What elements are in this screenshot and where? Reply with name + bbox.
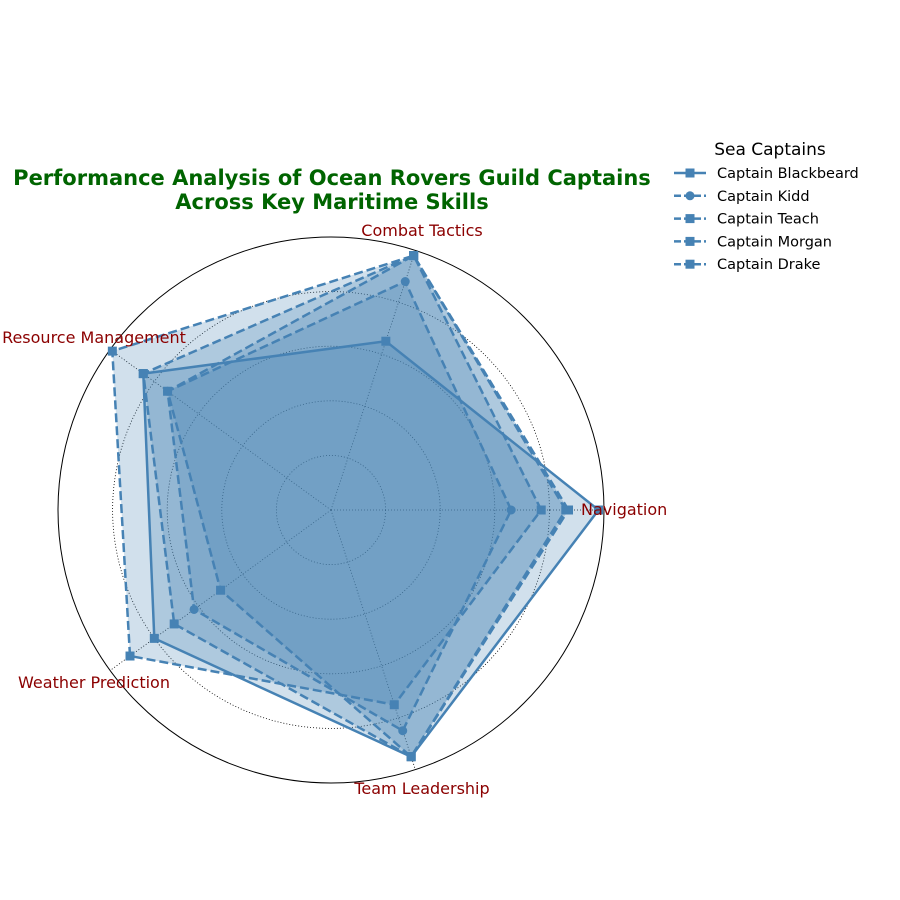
series-lines [111,254,600,758]
marker-captain-drake-resource-management [138,369,148,379]
grid-ring [166,345,496,675]
marker-captain-morgan-weather-prediction [216,585,226,595]
series-fill-captain-drake [143,255,566,757]
series-line-captain-drake [142,254,568,758]
marker-captain-blackbeard-weather-prediction [149,633,159,643]
axis-label-navigation: Navigation [581,500,667,519]
legend-label-captain-drake: Captain Drake [717,257,821,273]
chart-title-line-1: Performance Analysis of Ocean Rovers Gui… [13,166,651,190]
marker-captain-kidd-team-leadership [398,726,408,736]
grid-spoke [109,509,332,671]
axis-label-resource-management: Resource Management [2,328,186,347]
legend-marker-captain-blackbeard [685,168,695,178]
series-line-captain-kidd [166,280,513,732]
marker-captain-morgan-resource-management [163,386,173,396]
series-fill-captain-blackbeard [143,341,599,757]
axis-label-team-leadership: Team Leadership [353,779,489,798]
marker-captain-drake-combat-tactics [409,251,419,261]
axis-label-combat-tactics: Combat Tactics [361,221,482,240]
marker-captain-kidd-combat-tactics [400,277,410,287]
marker-captain-teach-team-leadership [389,700,399,710]
legend-title: Sea Captains [714,140,826,160]
legend: Sea Captains Captain Blackbeard Captain K… [674,140,859,273]
legend-label-captain-blackbeard: Captain Blackbeard [717,166,859,182]
series-line-captain-teach [111,254,543,706]
marker-captain-blackbeard-combat-tactics [381,336,391,346]
marker-captain-blackbeard-navigation [594,505,604,515]
marker-captain-teach-resource-management [107,346,117,356]
series-line-captain-blackbeard [142,339,600,758]
series-markers [107,251,604,762]
legend-marker-captain-teach [685,214,695,224]
grid-spoke [109,349,332,511]
grid-ring [221,400,441,620]
marker-captain-drake-weather-prediction [169,619,179,629]
axis-label-weather-prediction: Weather Prediction [18,673,170,692]
grid-ring [112,291,550,729]
marker-captain-teach-weather-prediction [125,651,135,661]
legend-marker-captain-morgan [685,236,695,246]
legend-label-captain-morgan: Captain Morgan [717,234,832,250]
marker-captain-drake-navigation [561,505,571,515]
legend-label-captain-kidd: Captain Kidd [717,189,810,205]
grid-spoke [330,250,416,511]
legend-marker-captain-kidd [685,191,695,201]
legend-marker-captain-drake [685,259,695,269]
axis-labels: Navigation Combat Tactics Resource Managem… [2,221,667,798]
marker-captain-drake-team-leadership [406,752,416,762]
legend-label-captain-teach: Captain Teach [717,212,819,228]
chart-title-line-2: Across Key Maritime Skills [175,190,488,214]
marker-captain-kidd-navigation [506,505,516,515]
radar-frame [57,236,605,784]
marker-captain-teach-navigation [536,505,546,515]
radar-grid [57,236,605,784]
grid-spoke [330,509,416,770]
marker-captain-kidd-weather-prediction [189,604,199,614]
